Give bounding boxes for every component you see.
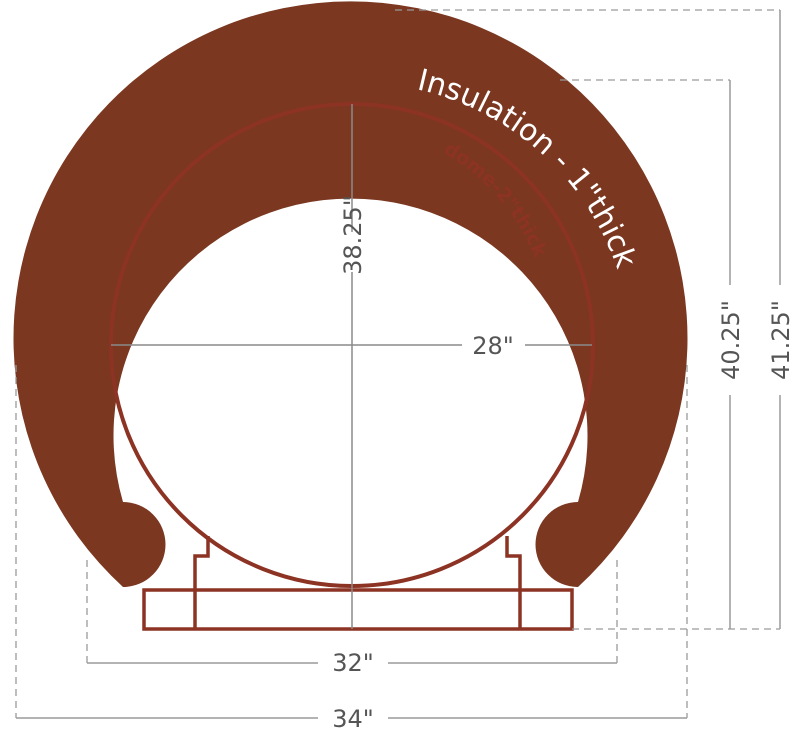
dim-label-height-inner: 38.25" — [339, 195, 367, 275]
dim-label-width-inner: 28" — [472, 332, 514, 360]
hearth-slab — [142, 588, 574, 631]
dim-label-height-mid: 40.25" — [717, 300, 745, 380]
dim-label-width-outer: 34" — [332, 705, 374, 730]
right-support-step — [505, 536, 522, 590]
dim-label-height-outer: 41.25" — [767, 300, 795, 380]
dim-label-width-mid: 32" — [332, 649, 374, 677]
left-support-step — [193, 536, 210, 590]
base-structure — [142, 536, 574, 631]
insulation-layer — [13, 1, 688, 587]
